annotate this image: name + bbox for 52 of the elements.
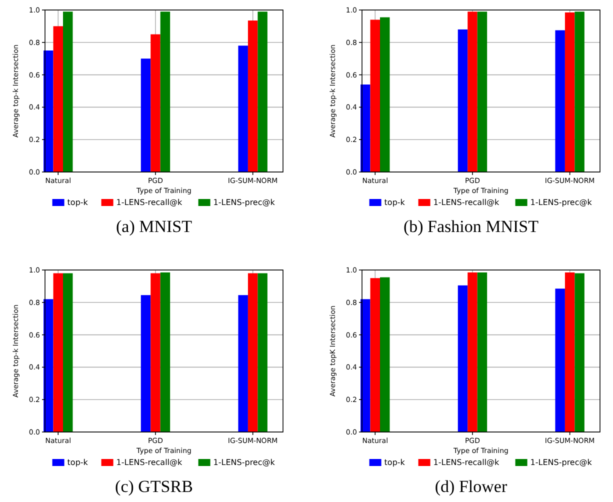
bar	[458, 29, 468, 172]
bar	[150, 34, 160, 172]
bar	[458, 285, 468, 432]
bar	[258, 273, 268, 432]
bar	[477, 272, 488, 432]
bar	[63, 12, 73, 172]
bar	[258, 12, 268, 172]
legend-label: 1-LENS-prec@k	[530, 458, 592, 467]
bar	[63, 273, 73, 432]
bar	[44, 50, 54, 172]
bar	[574, 273, 584, 432]
text: (b) Fashion MNIST	[403, 217, 540, 236]
bar	[140, 295, 151, 432]
text: (c) GTSRB	[115, 477, 193, 496]
legend-label: 1-LENS-prec@k	[213, 198, 276, 207]
bar	[555, 288, 565, 432]
bar	[44, 299, 54, 432]
legend-label: top-k	[384, 458, 406, 467]
text: (a) MNIST	[116, 217, 193, 236]
bar	[380, 277, 390, 432]
bar	[248, 273, 258, 432]
legend-label: top-k	[384, 198, 406, 207]
bar	[150, 273, 160, 432]
bar	[360, 299, 370, 432]
bar	[468, 12, 478, 172]
bar	[564, 272, 575, 432]
bar	[380, 17, 390, 172]
text: (d) Flower	[434, 477, 508, 496]
legend-label: 1-LENS-prec@k	[530, 198, 592, 207]
bar	[477, 12, 488, 172]
legend-label: top-k	[67, 458, 88, 467]
bar	[360, 84, 370, 172]
bar	[160, 272, 170, 432]
bar	[468, 272, 478, 432]
bar	[238, 46, 248, 172]
bar	[53, 26, 64, 172]
bar	[555, 30, 565, 172]
bar	[160, 12, 170, 172]
legend-label: 1-LENS-recall@k	[116, 198, 183, 207]
legend-label: 1-LENS-recall@k	[433, 198, 500, 207]
bar	[238, 295, 248, 432]
bar	[564, 12, 575, 172]
bar	[53, 273, 64, 432]
bar	[248, 20, 258, 172]
bar	[370, 278, 380, 432]
legend-label: 1-LENS-prec@k	[213, 458, 276, 467]
legend-label: 1-LENS-recall@k	[116, 458, 183, 467]
bar	[370, 20, 380, 172]
legend-label: 1-LENS-recall@k	[433, 458, 500, 467]
legend-label: top-k	[67, 198, 88, 207]
bar	[574, 12, 584, 172]
bar	[140, 58, 151, 172]
